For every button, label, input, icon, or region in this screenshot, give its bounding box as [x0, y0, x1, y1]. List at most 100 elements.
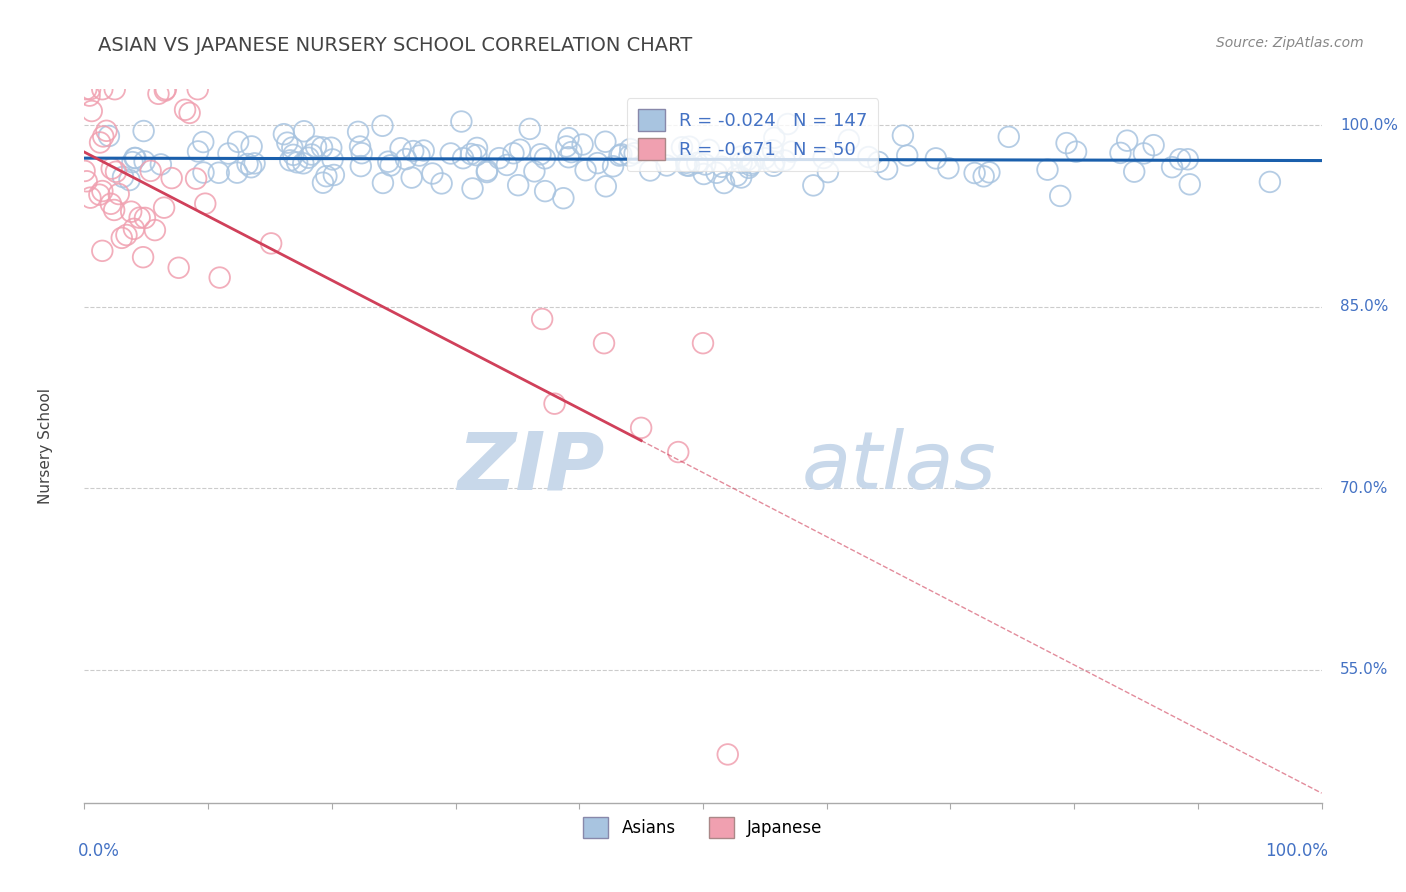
Point [315, 169, 337, 184]
Text: 100.0%: 100.0% [1340, 118, 1398, 133]
Point [475, 165, 498, 179]
Point [179, 106, 201, 120]
Point [531, 312, 554, 326]
Point [121, 155, 143, 169]
Point [278, 153, 301, 168]
Point [496, 158, 519, 172]
Point [276, 136, 298, 150]
Point [609, 148, 631, 162]
Text: ASIAN VS JAPANESE NURSERY SCHOOL CORRELATION CHART: ASIAN VS JAPANESE NURSERY SCHOOL CORRELA… [98, 36, 693, 54]
Point [619, 149, 641, 163]
Point [574, 163, 596, 178]
Point [305, 139, 328, 153]
Point [543, 397, 565, 411]
Point [671, 140, 693, 154]
Point [111, 169, 134, 184]
Point [260, 236, 283, 251]
Point [740, 158, 762, 172]
Point [460, 147, 482, 161]
Point [96, 124, 118, 138]
Point [858, 150, 880, 164]
Point [322, 168, 344, 182]
Point [281, 140, 304, 154]
Point [408, 148, 430, 162]
Point [710, 160, 733, 174]
Point [79, 191, 101, 205]
Point [312, 176, 335, 190]
Point [666, 445, 689, 459]
Point [240, 160, 263, 174]
Point [118, 173, 141, 187]
Point [725, 169, 748, 183]
Point [738, 161, 761, 175]
Point [193, 165, 215, 179]
Point [557, 150, 579, 164]
Point [465, 148, 488, 162]
Point [529, 147, 551, 161]
Point [91, 244, 114, 258]
Point [773, 153, 796, 168]
Text: 70.0%: 70.0% [1340, 481, 1389, 496]
Point [938, 161, 960, 176]
Point [519, 121, 541, 136]
Point [80, 103, 103, 118]
Point [89, 136, 111, 150]
Point [730, 155, 752, 169]
Point [208, 270, 231, 285]
Point [1177, 153, 1199, 167]
Point [79, 82, 101, 96]
Text: Source: ZipAtlas.com: Source: ZipAtlas.com [1216, 36, 1364, 50]
Point [623, 146, 645, 161]
Point [465, 141, 488, 155]
Point [402, 144, 425, 158]
Point [963, 166, 986, 180]
Text: 85.0%: 85.0% [1340, 300, 1389, 314]
Point [104, 165, 127, 179]
Point [134, 154, 156, 169]
Point [896, 148, 918, 162]
Point [713, 176, 735, 190]
Point [301, 147, 323, 161]
Point [1049, 189, 1071, 203]
Point [91, 184, 114, 198]
Point [75, 82, 97, 96]
Point [430, 177, 453, 191]
Point [128, 211, 150, 225]
Point [730, 150, 752, 164]
Point [155, 82, 177, 96]
Point [692, 336, 714, 351]
Point [122, 222, 145, 236]
Point [461, 181, 484, 195]
Point [502, 146, 524, 161]
Point [553, 191, 575, 205]
Point [730, 170, 752, 185]
Point [217, 146, 239, 161]
Point [557, 131, 579, 145]
Point [321, 141, 343, 155]
Point [571, 137, 593, 152]
Point [762, 144, 785, 158]
Point [1258, 175, 1281, 189]
Point [754, 151, 776, 165]
Point [236, 157, 259, 171]
Point [763, 130, 786, 145]
Point [194, 196, 217, 211]
Text: Nursery School: Nursery School [38, 388, 53, 504]
Point [686, 156, 709, 170]
Point [240, 139, 263, 153]
Point [297, 151, 319, 165]
Text: ZIP: ZIP [457, 428, 605, 507]
Point [347, 125, 370, 139]
Point [124, 151, 146, 165]
Point [593, 336, 616, 351]
Point [638, 163, 661, 178]
Point [706, 166, 728, 180]
Point [132, 124, 155, 138]
Point [380, 158, 402, 172]
Point [741, 156, 763, 170]
Point [891, 128, 914, 143]
Point [450, 114, 472, 128]
Text: 0.0%: 0.0% [79, 842, 120, 860]
Point [595, 135, 617, 149]
Text: 55.0%: 55.0% [1340, 662, 1389, 677]
